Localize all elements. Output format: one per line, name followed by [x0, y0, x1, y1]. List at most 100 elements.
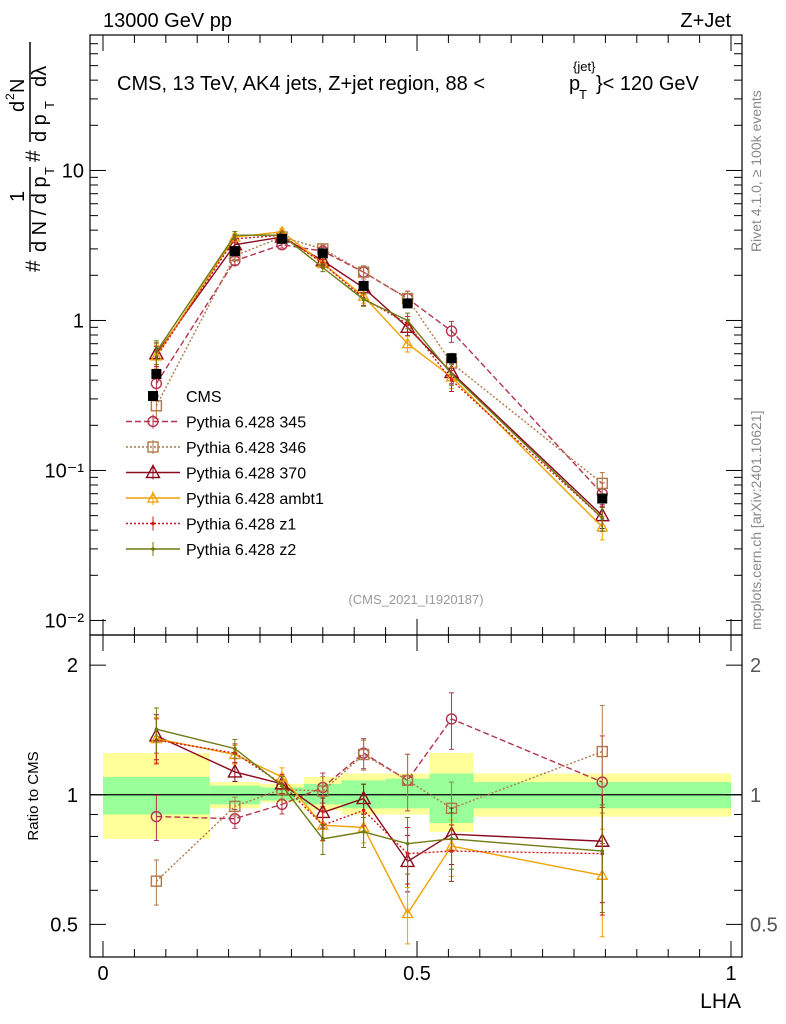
ylabel-hash-2: # [22, 150, 45, 162]
point-ambt1 [401, 337, 414, 349]
point-cms [597, 493, 608, 504]
point-z2 [280, 783, 284, 788]
ylabel-t: T [42, 167, 57, 175]
series-line-p345 [156, 718, 603, 820]
point-z2 [321, 837, 325, 841]
point-cms [446, 353, 457, 364]
series-ambt1 [150, 716, 609, 945]
legend-label: Pythia 6.428 346 [186, 440, 306, 457]
point-z2 [154, 727, 159, 732]
main-ticks [90, 34, 742, 635]
point-p346 [357, 266, 370, 278]
legend-label: CMS [186, 389, 222, 406]
ylabel-dpt: d p [29, 114, 51, 142]
watermark: (CMS_2021_I1920187) [348, 592, 483, 607]
series-line-p346 [155, 236, 603, 484]
main-ylabel: # 1 d N / d p T # d 2 N d p T dλ [3, 42, 57, 272]
main-ytick-label: 10 [62, 160, 84, 182]
point-z2 [154, 349, 159, 354]
ylabel-dn: d N / d p [29, 176, 51, 252]
point-cms [229, 246, 240, 257]
header-right: Z+Jet [680, 10, 731, 32]
ratio-bands [90, 753, 742, 839]
point-z2 [449, 372, 454, 376]
x-axis-label: LHA [700, 990, 741, 1013]
point-z2 [233, 233, 237, 238]
legend-label: Pythia 6.428 370 [186, 466, 306, 483]
ylabel-dlam: dλ [29, 66, 51, 87]
plot-title-pt-sub: T [579, 87, 587, 102]
series-line-p345 [155, 243, 603, 495]
legend-item-cms: CMS [148, 389, 222, 406]
legend-item-p370: Pythia 6.428 370 [126, 464, 306, 483]
ratio-xtick-label: 0.5 [403, 963, 431, 985]
legend-marker-cms [148, 391, 158, 401]
ylabel-n: N [7, 79, 29, 93]
ratio-ytick-label: 1 [67, 785, 78, 807]
legend: CMS Pythia 6.428 345 Pythia 6.428 346 Pythi… [126, 389, 324, 559]
point-p346 [150, 875, 163, 887]
point-cms [276, 233, 287, 244]
main-ytick-label: 10⁻² [45, 610, 85, 632]
legend-marker-z2 [151, 547, 155, 551]
point-z1 [361, 808, 366, 813]
ratio-xtick-label: 1 [725, 963, 736, 985]
point-p346 [401, 774, 414, 787]
series-line-z1 [155, 234, 603, 519]
main-series [148, 225, 610, 541]
ylabel-hash-1: # [22, 260, 45, 272]
side-rivet: Rivet 4.1.0, ≥ 100k events [748, 90, 764, 252]
point-p370 [227, 763, 243, 778]
point-cms [402, 298, 413, 309]
side-mcplots: mcplots.cern.ch [arXiv:2401.10621] [748, 411, 764, 630]
point-p345 [150, 810, 163, 823]
plot-title-pt-sup: {jet} [573, 59, 596, 74]
ylabel-d2n-d: d [7, 101, 29, 112]
point-z2 [361, 830, 366, 834]
point-p346 [596, 745, 608, 758]
legend-label: Pythia 6.428 ambt1 [186, 491, 324, 508]
series-z1 [153, 718, 605, 916]
plot-title-pt: p [569, 73, 580, 95]
point-z2 [233, 746, 237, 751]
point-p346 [596, 477, 608, 490]
header-left: 13000 GeV pp [103, 10, 232, 32]
point-z2 [449, 837, 454, 841]
point-z2 [321, 265, 325, 270]
point-ambt1 [401, 907, 414, 919]
point-cms [358, 280, 369, 291]
point-z2 [600, 516, 605, 521]
series-line-z2 [155, 234, 603, 519]
legend-item-z2: Pythia 6.428 z2 [126, 542, 296, 559]
series-line-p370 [156, 735, 603, 863]
ylabel-t-2: T [42, 101, 57, 109]
ratio-series [148, 692, 610, 945]
ratio-ticks [90, 635, 742, 957]
main-ytick-labels: 10⁻² 10⁻¹ 1 10 [45, 160, 85, 632]
ratio-ytick-label-right: 1 [750, 785, 761, 807]
point-p346 [317, 785, 329, 797]
legend-label: Pythia 6.428 345 [186, 415, 306, 432]
legend-label: Pythia 6.428 z1 [186, 517, 296, 534]
ratio-ytick-label-right: 0.5 [750, 914, 778, 936]
point-z2 [600, 849, 605, 853]
legend-item-p346: Pythia 6.428 346 [126, 440, 306, 457]
point-p345 [445, 325, 458, 337]
legend-item-p345: Pythia 6.428 345 [126, 414, 306, 432]
point-cms [317, 248, 328, 259]
point-p345 [276, 798, 288, 811]
legend-marker-z1 [151, 521, 155, 526]
series-z2 [153, 230, 605, 532]
ratio-tick-labels: 0.5 0.5 1 1 2 2 0 0.5 1 [50, 655, 778, 985]
ylabel-one: 1 [7, 191, 29, 202]
series-line-ambt1 [156, 737, 603, 915]
series-line-z2 [156, 728, 603, 852]
main-ytick-label: 10⁻¹ [45, 460, 85, 482]
point-z2 [405, 318, 410, 323]
ratio-xtick-label: 0 [97, 963, 108, 985]
series-line-p346 [155, 750, 603, 882]
plot-title-main: CMS, 13 TeV, AK4 jets, Z+jet region, 88 … [117, 73, 485, 95]
series-line-z1 [156, 739, 603, 855]
ratio-frame [89, 634, 743, 958]
